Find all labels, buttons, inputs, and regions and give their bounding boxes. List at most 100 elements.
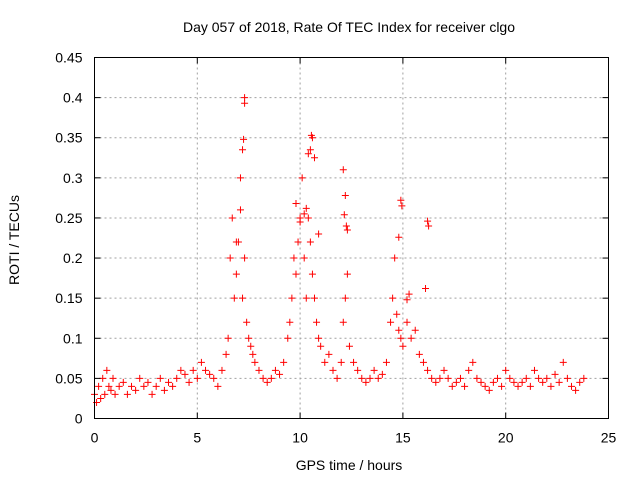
x-axis-title: GPS time / hours bbox=[296, 457, 403, 473]
data-point bbox=[280, 358, 288, 366]
data-point bbox=[333, 374, 341, 382]
y-tick-label: 0.1 bbox=[63, 330, 83, 346]
x-tick-label: 15 bbox=[395, 430, 411, 446]
data-point bbox=[399, 342, 407, 350]
data-point bbox=[341, 191, 349, 199]
data-point bbox=[310, 294, 318, 302]
data-point bbox=[436, 374, 444, 382]
data-point bbox=[224, 334, 232, 342]
data-point bbox=[477, 378, 485, 386]
data-point bbox=[342, 222, 350, 230]
data-point bbox=[197, 358, 205, 366]
y-tick-label: 0.4 bbox=[63, 90, 83, 106]
data-point bbox=[222, 350, 230, 358]
data-point bbox=[294, 238, 302, 246]
data-point bbox=[411, 326, 419, 334]
data-point bbox=[140, 382, 148, 390]
data-point bbox=[160, 386, 168, 394]
data-point bbox=[362, 378, 370, 386]
data-point bbox=[567, 382, 575, 390]
data-point bbox=[255, 366, 263, 374]
data-point bbox=[300, 254, 308, 262]
x-tick-labels: 0 5 10 15 20 25 bbox=[91, 430, 617, 446]
y-tick-label: 0.45 bbox=[55, 50, 82, 66]
data-point bbox=[502, 366, 510, 374]
data-point bbox=[193, 374, 201, 382]
data-point bbox=[286, 318, 294, 326]
data-point bbox=[103, 366, 111, 374]
y-tick-labels: 0 0.05 0.1 0.15 0.2 0.25 0.3 0.35 0.4 0.45 bbox=[55, 50, 82, 427]
y-axis-title: ROTI / TECUs bbox=[6, 195, 22, 285]
data-point bbox=[465, 366, 473, 374]
data-point bbox=[304, 150, 312, 158]
data-point bbox=[156, 374, 164, 382]
y-tick-label: 0.25 bbox=[55, 210, 82, 226]
data-point bbox=[506, 374, 514, 382]
data-point bbox=[304, 214, 312, 222]
data-point bbox=[481, 382, 489, 390]
data-point bbox=[181, 370, 189, 378]
data-point bbox=[136, 374, 144, 382]
data-point bbox=[350, 358, 358, 366]
data-point bbox=[245, 334, 253, 342]
data-point bbox=[522, 374, 530, 382]
data-point bbox=[387, 318, 395, 326]
data-point bbox=[247, 342, 255, 350]
data-point bbox=[493, 374, 501, 382]
y-tick-label: 0.35 bbox=[55, 130, 82, 146]
data-point bbox=[358, 374, 366, 382]
y-tick-label: 0 bbox=[75, 411, 83, 427]
data-point bbox=[249, 350, 257, 358]
data-point bbox=[206, 370, 214, 378]
data-point bbox=[101, 390, 109, 398]
data-point bbox=[374, 374, 382, 382]
data-point bbox=[308, 134, 316, 142]
data-point bbox=[298, 174, 306, 182]
data-point bbox=[448, 382, 456, 390]
data-point bbox=[397, 196, 405, 204]
plot-frame bbox=[94, 57, 609, 419]
data-point bbox=[107, 386, 115, 394]
data-point bbox=[218, 366, 226, 374]
data-point bbox=[343, 270, 351, 278]
data-point bbox=[580, 374, 588, 382]
data-point bbox=[189, 366, 197, 374]
data-point bbox=[308, 270, 316, 278]
data-point bbox=[202, 366, 210, 374]
data-point bbox=[239, 146, 247, 154]
data-point bbox=[498, 382, 506, 390]
data-point bbox=[419, 358, 427, 366]
data-point bbox=[240, 135, 248, 143]
data-point bbox=[119, 378, 127, 386]
data-point bbox=[232, 238, 240, 246]
x-tick-label: 20 bbox=[498, 430, 514, 446]
data-point bbox=[391, 254, 399, 262]
data-point bbox=[236, 174, 244, 182]
data-point bbox=[403, 318, 411, 326]
x-tick-label: 0 bbox=[91, 430, 99, 446]
data-point bbox=[263, 378, 271, 386]
data-point bbox=[572, 386, 580, 394]
data-point bbox=[366, 374, 374, 382]
data-points bbox=[91, 94, 588, 406]
data-point bbox=[461, 382, 469, 390]
data-point bbox=[555, 378, 563, 386]
data-point bbox=[302, 294, 310, 302]
data-point bbox=[389, 294, 397, 302]
data-point bbox=[109, 374, 117, 382]
data-point bbox=[382, 358, 390, 366]
data-point bbox=[428, 374, 436, 382]
data-point bbox=[97, 394, 105, 402]
data-point bbox=[132, 386, 140, 394]
data-point bbox=[489, 378, 497, 386]
data-point bbox=[288, 294, 296, 302]
data-point bbox=[210, 374, 218, 382]
data-point bbox=[152, 382, 160, 390]
data-point bbox=[115, 382, 123, 390]
data-point bbox=[354, 366, 362, 374]
data-point bbox=[424, 366, 432, 374]
data-point bbox=[405, 290, 413, 298]
data-point bbox=[535, 374, 543, 382]
data-point bbox=[473, 374, 481, 382]
